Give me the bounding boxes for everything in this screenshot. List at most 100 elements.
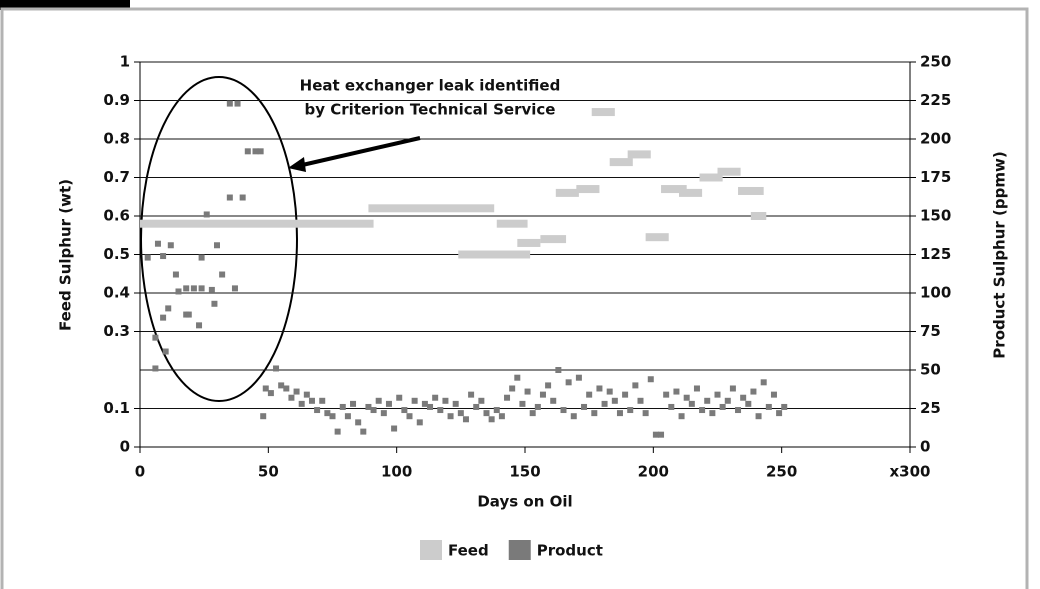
- product-point: [740, 394, 747, 401]
- product-point: [432, 394, 439, 401]
- feed-mark: [517, 238, 541, 247]
- product-point: [637, 397, 644, 404]
- feed-mark: [627, 150, 651, 159]
- product-point: [416, 419, 423, 426]
- product-point: [781, 403, 788, 410]
- feed-mark: [591, 108, 615, 117]
- product-point: [616, 410, 623, 417]
- product-point: [162, 348, 169, 355]
- product-point: [452, 400, 459, 407]
- product-point: [493, 407, 500, 414]
- legend-label: Product: [537, 542, 603, 560]
- product-point: [252, 148, 259, 155]
- product-point: [339, 403, 346, 410]
- product-point: [668, 403, 675, 410]
- x-tick-label: 0: [135, 463, 145, 481]
- product-point: [550, 397, 557, 404]
- y-tick-label: 0.3: [103, 322, 130, 340]
- feed-mark: [368, 204, 495, 213]
- product-point: [160, 314, 167, 321]
- product-point: [709, 410, 716, 417]
- product-point: [719, 403, 726, 410]
- product-point: [581, 403, 588, 410]
- product-point: [262, 385, 269, 392]
- legend-label: Feed: [448, 542, 489, 560]
- product-point: [519, 400, 526, 407]
- feed-mark: [645, 233, 669, 242]
- product-point: [457, 410, 464, 417]
- product-point: [196, 322, 203, 329]
- product-point: [468, 391, 475, 398]
- product-point: [350, 400, 357, 407]
- product-point: [396, 394, 403, 401]
- y-tick-label: 0.9: [103, 91, 130, 109]
- product-point: [750, 388, 757, 395]
- y-tick-label: 0: [120, 438, 130, 456]
- product-point: [755, 413, 762, 420]
- product-point: [303, 391, 310, 398]
- product-point: [185, 311, 192, 318]
- product-point: [183, 285, 190, 292]
- feed-mark: [555, 188, 579, 197]
- x-tick-label: 50: [258, 463, 279, 481]
- product-point: [745, 400, 752, 407]
- product-point: [203, 211, 210, 218]
- product-point: [437, 407, 444, 414]
- product-point: [370, 407, 377, 414]
- y-axis-label: Feed Sulphur (wt): [57, 179, 75, 331]
- y2-tick-label: 150: [920, 207, 951, 225]
- product-point: [360, 428, 367, 435]
- product-point: [622, 391, 629, 398]
- product-point: [488, 416, 495, 423]
- product-point: [642, 410, 649, 417]
- feed-mark: [699, 173, 723, 182]
- product-point: [724, 397, 731, 404]
- feed-mark: [496, 219, 528, 228]
- product-point: [427, 403, 434, 410]
- product-point: [555, 367, 562, 373]
- product-point: [606, 388, 613, 395]
- product-point: [278, 382, 285, 389]
- product-point: [380, 410, 387, 417]
- product-point: [565, 379, 572, 386]
- product-point: [509, 385, 516, 392]
- product-point: [560, 407, 567, 414]
- product-point: [152, 365, 159, 372]
- product-point: [160, 253, 167, 260]
- product-point: [288, 394, 295, 401]
- product-point: [234, 100, 241, 107]
- frame: [0, 7, 1029, 589]
- annotation: Heat exchanger leak identified: [300, 77, 561, 95]
- y2-tick-label: 0: [920, 438, 930, 456]
- y-tick-label: 0.1: [103, 399, 130, 417]
- header-tab: [0, 0, 130, 10]
- product-point: [198, 254, 205, 261]
- product-point: [673, 388, 680, 395]
- product-point: [411, 397, 418, 404]
- product-point: [539, 391, 546, 398]
- product-point: [729, 385, 736, 392]
- product-point: [735, 407, 742, 414]
- product-point: [462, 416, 469, 423]
- product-point: [693, 385, 700, 392]
- product-point: [257, 148, 264, 155]
- feed-mark: [750, 212, 767, 220]
- product-point: [586, 391, 593, 398]
- product-point: [601, 400, 608, 407]
- product-point: [167, 242, 174, 249]
- product-point: [421, 400, 428, 407]
- product-point: [273, 365, 280, 372]
- y-tick-label: 0.6: [103, 207, 130, 225]
- y-tick-label: 1: [120, 53, 130, 71]
- product-point: [406, 413, 413, 420]
- product-point: [267, 390, 274, 397]
- y2-tick-label: 250: [920, 53, 951, 71]
- feed-mark: [140, 219, 374, 228]
- annotation: by Criterion Technical Service: [305, 101, 556, 119]
- product-point: [534, 403, 541, 410]
- y2-tick-label: 50: [920, 361, 941, 379]
- product-point: [483, 410, 490, 417]
- x-axis-label: Days on Oil: [477, 493, 572, 511]
- product-point: [683, 394, 690, 401]
